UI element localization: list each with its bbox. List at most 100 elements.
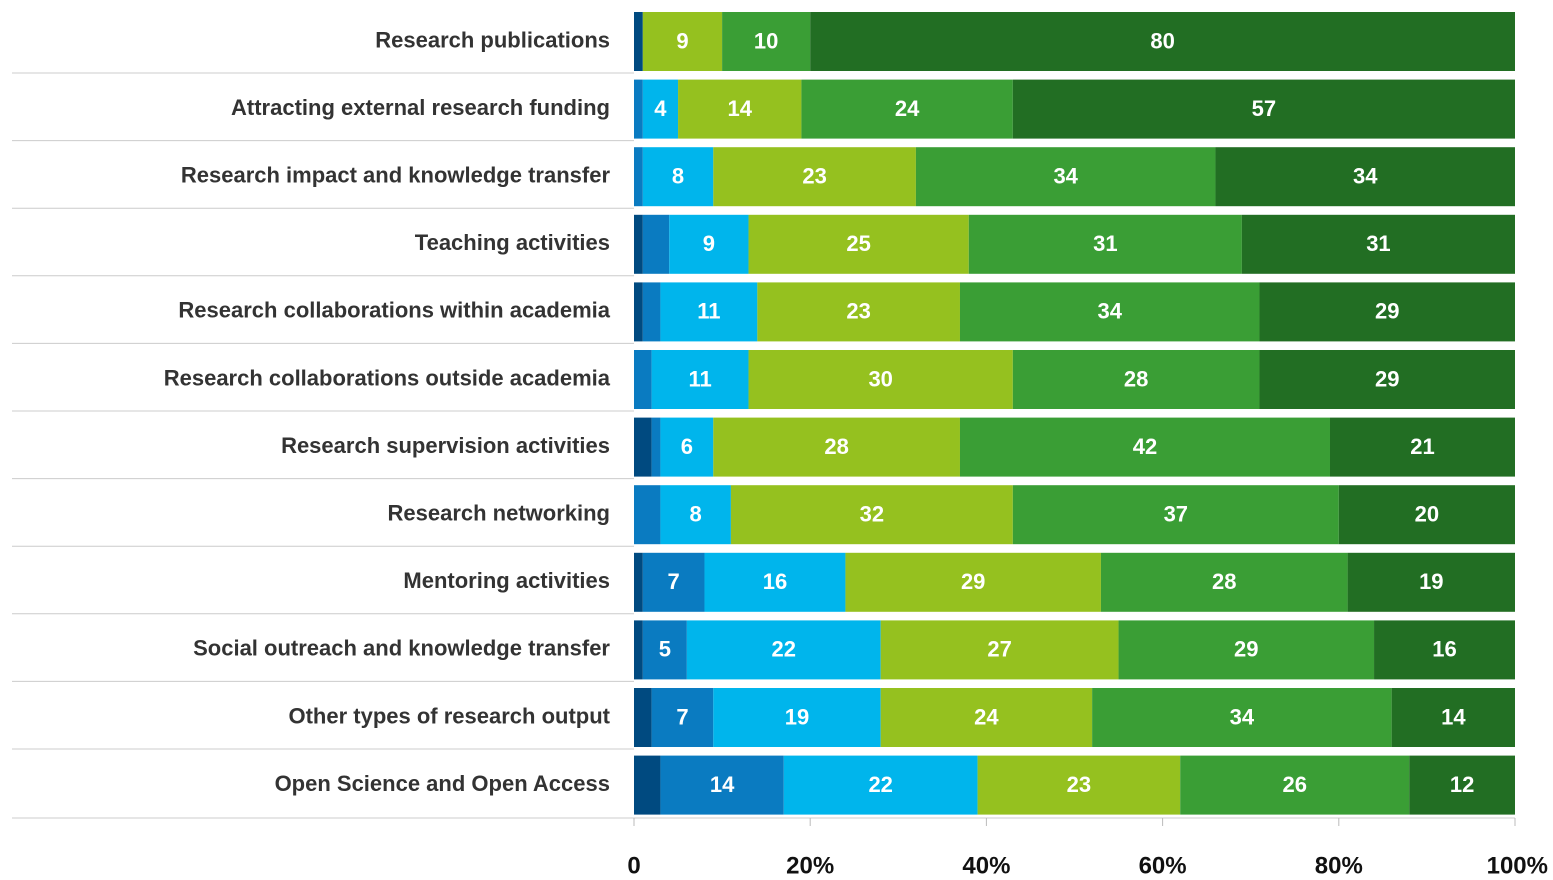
data-label: 34 — [1097, 299, 1122, 324]
bar-segment — [651, 350, 749, 409]
x-tick-label: 60% — [1139, 852, 1187, 879]
bar-segment — [634, 417, 652, 477]
bar-segment — [801, 79, 1013, 139]
bar-segment — [642, 12, 723, 71]
data-label: 7 — [676, 704, 688, 729]
bar-segment — [713, 147, 916, 207]
category-label: Research networking — [387, 501, 610, 526]
bar-segment — [968, 214, 1242, 274]
bar-segment — [642, 552, 705, 612]
data-label: 12 — [1450, 772, 1474, 797]
bar-segment — [1259, 282, 1515, 342]
bar-segment — [1012, 485, 1339, 545]
bar-segment — [757, 282, 960, 342]
bar-segment — [642, 282, 661, 342]
category-label: Research collaborations outside academia — [164, 365, 611, 390]
category-label: Teaching activities — [415, 230, 610, 255]
bar-segment — [642, 214, 670, 274]
category-label: Research publications — [375, 27, 610, 52]
data-label: 22 — [772, 637, 796, 662]
data-label: 29 — [1234, 637, 1258, 662]
bar-segment — [634, 620, 643, 680]
bar-segment — [634, 282, 643, 342]
data-label: 8 — [672, 164, 684, 189]
bar-segment — [660, 485, 731, 545]
data-label: 27 — [987, 637, 1011, 662]
bar-segment — [634, 485, 661, 545]
data-label: 9 — [703, 231, 715, 256]
category-label: Research impact and knowledge transfer — [181, 163, 611, 188]
x-tick-label: 80% — [1315, 852, 1363, 879]
data-label: 9 — [676, 28, 688, 53]
data-label: 29 — [961, 569, 985, 594]
x-tick-label: 100% — [1487, 852, 1548, 879]
data-label: 24 — [974, 704, 999, 729]
bar-segment — [1391, 688, 1515, 747]
bar-segment — [845, 552, 1101, 612]
bar-segment — [634, 147, 643, 207]
bar-segment — [634, 350, 652, 409]
bar-segment — [1012, 79, 1515, 139]
data-label: 29 — [1375, 366, 1399, 391]
bar-segment — [722, 12, 811, 71]
bar-segment — [748, 214, 969, 274]
data-label: 16 — [1432, 637, 1456, 662]
bar-segment — [642, 620, 687, 680]
bar-segment — [634, 688, 652, 747]
data-label: 16 — [763, 569, 787, 594]
data-label: 22 — [868, 772, 892, 797]
data-label: 20 — [1415, 502, 1439, 527]
bar-segment — [959, 417, 1330, 477]
bar-segment — [660, 417, 714, 477]
bar-segment — [959, 282, 1260, 342]
category-label: Social outreach and knowledge transfer — [193, 636, 610, 661]
category-label: Other types of research output — [288, 703, 610, 728]
bar-segment — [730, 485, 1013, 545]
bar-segment — [686, 620, 881, 680]
bar-segment — [642, 79, 679, 139]
data-label: 25 — [846, 231, 870, 256]
bar-segment — [713, 688, 881, 747]
data-label: 6 — [681, 434, 693, 459]
x-tick-label: 20% — [786, 852, 834, 879]
bar-segment — [713, 417, 960, 477]
bar-segment — [660, 282, 758, 342]
data-label: 57 — [1252, 96, 1276, 121]
bar-segment — [1215, 147, 1515, 207]
category-label: Attracting external research funding — [231, 95, 610, 120]
data-label: 80 — [1150, 28, 1174, 53]
data-label: 34 — [1230, 704, 1255, 729]
bar-segment — [977, 755, 1181, 815]
data-label: 26 — [1283, 772, 1307, 797]
data-label: 10 — [754, 28, 778, 53]
bar-segment — [880, 688, 1093, 747]
bar-segment — [669, 214, 749, 274]
data-label: 23 — [802, 164, 826, 189]
bar-segment — [651, 688, 714, 747]
data-label: 7 — [668, 569, 680, 594]
data-label: 24 — [895, 96, 920, 121]
category-label: Research collaborations within academia — [178, 298, 610, 323]
data-label: 19 — [1419, 569, 1443, 594]
x-tick-label: 40% — [962, 852, 1010, 879]
bar-segment — [1347, 552, 1515, 612]
bar-segment — [704, 552, 846, 612]
bar-segment — [1180, 755, 1410, 815]
data-label: 32 — [860, 502, 884, 527]
data-label: 31 — [1366, 231, 1390, 256]
data-label: 19 — [785, 704, 809, 729]
bar-segment — [810, 12, 1515, 71]
bar-segment — [1338, 485, 1515, 545]
data-label: 42 — [1133, 434, 1157, 459]
bar-segment — [660, 755, 784, 815]
category-label: Open Science and Open Access — [275, 771, 610, 796]
bar-segment — [678, 79, 802, 139]
data-label: 11 — [688, 366, 711, 391]
bar-segment — [634, 755, 661, 815]
bar-segment — [748, 350, 1013, 409]
data-label: 14 — [710, 772, 735, 797]
data-label: 14 — [1441, 704, 1466, 729]
bar-segment — [651, 417, 661, 477]
data-label: 37 — [1164, 502, 1188, 527]
